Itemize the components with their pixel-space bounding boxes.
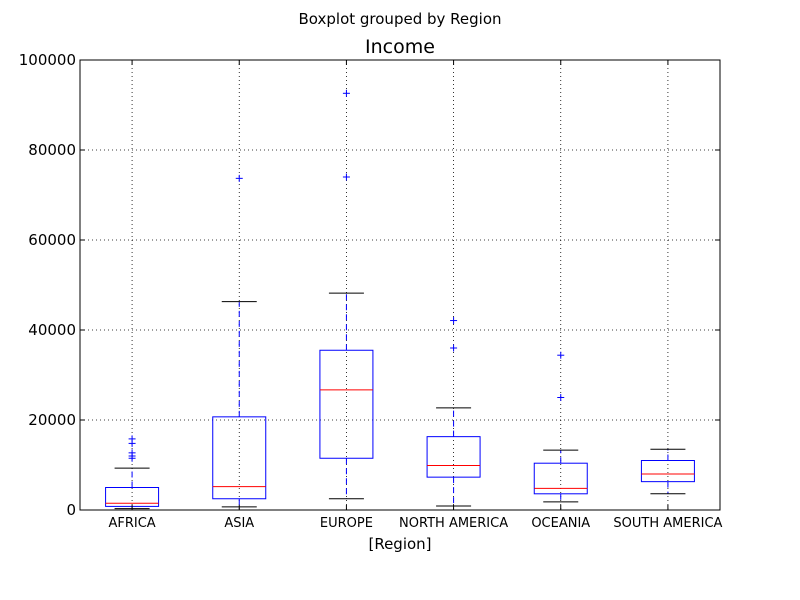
x-tick-label: OCEANIA xyxy=(531,516,590,531)
y-tick-label: 60000 xyxy=(28,231,76,249)
chart-suptitle: Boxplot grouped by Region xyxy=(299,10,502,28)
y-axis: 0 20000 40000 60000 80000 100000 xyxy=(19,51,720,519)
y-tick-label: 40000 xyxy=(28,321,76,339)
y-tick-label: 0 xyxy=(66,501,76,519)
x-tick-label: NORTH AMERICA xyxy=(399,516,508,531)
plot-frame xyxy=(79,59,721,511)
box-iqr xyxy=(640,460,695,483)
box-group xyxy=(319,89,374,500)
flier-point xyxy=(557,394,565,401)
flier-point xyxy=(450,317,458,325)
flier-point xyxy=(342,173,350,181)
x-axis: AFRICA ASIA EUROPE NORTH AMERICA OCEANIA SOUT… xyxy=(108,60,723,531)
box-iqr xyxy=(533,462,588,495)
x-tick-label: SOUTH AMERICA xyxy=(613,516,722,531)
x-tick-label: AFRICA xyxy=(108,516,155,531)
x-tick-label: EUROPE xyxy=(320,516,373,531)
flier-point xyxy=(450,344,458,352)
y-tick-label: 100000 xyxy=(19,51,76,69)
y-tick-label: 20000 xyxy=(28,411,76,429)
chart-title: Income xyxy=(365,36,435,58)
box-iqr xyxy=(426,436,481,478)
flier-point xyxy=(557,351,565,359)
x-axis-label: [Region] xyxy=(368,535,431,553)
y-tick-label: 80000 xyxy=(28,141,76,159)
flier-point xyxy=(128,449,136,457)
box-group xyxy=(533,351,588,503)
box-iqr xyxy=(319,349,374,459)
flier-point xyxy=(235,174,243,182)
x-tick-label: ASIA xyxy=(224,516,254,531)
box-iqr xyxy=(212,416,267,500)
flier-point xyxy=(342,89,350,97)
box-group xyxy=(640,448,695,495)
flier-point xyxy=(128,435,136,443)
